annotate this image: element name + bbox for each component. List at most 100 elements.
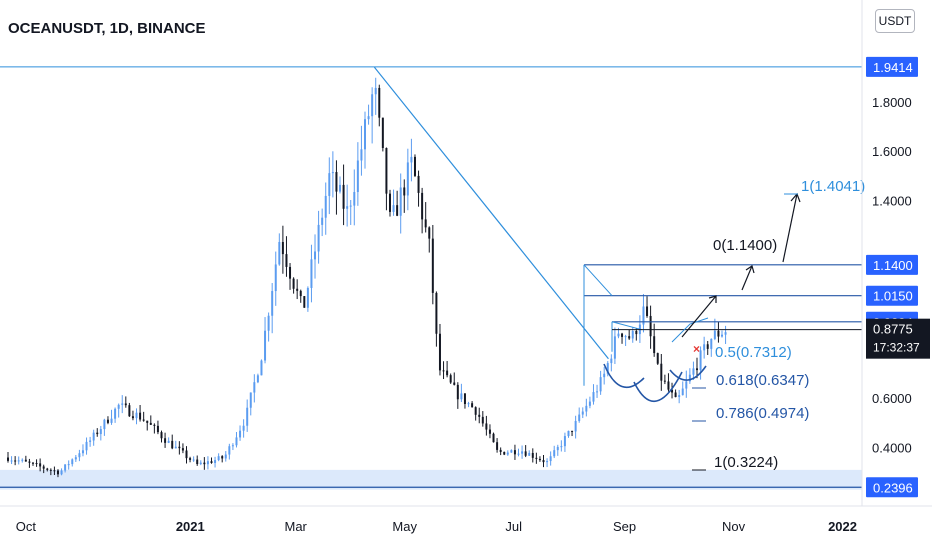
price-tag-label: 1.9414: [873, 60, 913, 75]
current-price-tag: 0.8775 17:32:37: [866, 318, 930, 359]
candle-body: [431, 238, 434, 293]
candle-body: [160, 432, 163, 439]
price-tag-label: 1.1400: [873, 258, 913, 273]
candle-body: [724, 332, 727, 335]
candle-body: [674, 392, 677, 398]
candle-body: [256, 375, 259, 383]
candle-body: [703, 344, 706, 351]
candle-body: [317, 224, 320, 252]
candle-body: [303, 296, 306, 308]
candle-body: [67, 464, 70, 466]
candle-body: [592, 392, 595, 402]
candle-body: [456, 384, 459, 400]
candle-body: [635, 331, 638, 335]
candle-body: [117, 404, 120, 409]
candle-body: [14, 460, 17, 462]
fib-level-label: 0.618(0.6347): [716, 372, 809, 389]
candle-body: [249, 392, 252, 408]
candle-body: [146, 420, 149, 423]
candle-body: [624, 336, 627, 338]
candle-body: [385, 147, 388, 194]
candle-body: [74, 457, 77, 460]
candle-body: [310, 259, 313, 288]
candle-body: [399, 187, 402, 216]
candle-body: [553, 450, 556, 457]
candle-body: [528, 452, 531, 456]
candle-body: [617, 333, 620, 337]
candle-body: [488, 429, 491, 434]
price-tag: 0.2396: [866, 477, 918, 498]
candle-body: [278, 241, 281, 265]
projection-arrow-1: [681, 295, 717, 338]
candle-body: [174, 446, 177, 449]
candle-body: [135, 412, 138, 419]
candle-body: [239, 430, 242, 438]
candle-body: [388, 193, 391, 212]
candle-body: [206, 461, 209, 465]
candle-body: [656, 353, 659, 364]
fib-level-label: 0.786(0.4974): [716, 405, 809, 422]
candle-body: [478, 414, 481, 417]
x-tick-label: Sep: [613, 519, 636, 534]
candle-body: [92, 432, 95, 441]
current-price-value: 0.8775: [873, 322, 913, 337]
price-tag: 1.9414: [866, 56, 918, 77]
candle-body: [196, 459, 199, 465]
candle-body: [24, 459, 27, 462]
candle-body: [710, 338, 713, 349]
price-tag-label: 0.2396: [873, 480, 913, 495]
candle-body: [285, 254, 288, 267]
candle-body: [599, 377, 602, 392]
candle-body: [646, 306, 649, 316]
candle-body: [649, 315, 652, 337]
candle-body: [613, 336, 616, 359]
candle-body: [271, 291, 274, 316]
candle-body: [128, 405, 131, 417]
candle-body: [417, 175, 420, 193]
candle-body: [631, 331, 634, 339]
candle-body: [39, 463, 42, 467]
candle-body: [531, 452, 534, 458]
candle-body: [546, 461, 549, 463]
x-tick-label: 2022: [828, 519, 857, 534]
candle-body: [99, 429, 102, 435]
candle-body: [413, 156, 416, 176]
candle-body: [260, 360, 263, 376]
candle-body: [485, 423, 488, 430]
candle-body: [228, 446, 231, 455]
candle-body: [156, 425, 159, 433]
support-zone: [0, 469, 862, 490]
candle-body: [663, 380, 666, 382]
price-tag-bg: [866, 285, 918, 306]
candle-body: [603, 373, 606, 378]
candle-body: [574, 420, 577, 432]
candle-body: [96, 432, 99, 435]
candle-body: [510, 450, 513, 453]
symbol-title: OCEANUSDT, 1D, BINANCE: [8, 20, 206, 37]
fib-level-label: 1(1.4041): [801, 178, 865, 195]
candle-body: [89, 440, 92, 442]
y-tick-label: 0.6000: [872, 391, 912, 406]
candle-body: [110, 418, 113, 423]
candle-body: [660, 363, 663, 381]
currency-button[interactable]: USDT: [875, 9, 915, 33]
candle-body: [428, 227, 431, 239]
candle-body: [621, 333, 624, 337]
candle-body: [471, 403, 474, 408]
y-tick-label: 1.4000: [872, 194, 912, 209]
x-tick-label: Jul: [505, 519, 522, 534]
candle-body: [517, 453, 520, 455]
candle-body: [581, 411, 584, 415]
candle-body: [335, 172, 338, 192]
candle-body: [199, 462, 202, 465]
candle-body: [381, 117, 384, 148]
candle-body: [289, 266, 292, 279]
candle-body: [721, 334, 723, 337]
candle-body: [171, 440, 174, 449]
candle-body: [696, 368, 699, 371]
candle-body: [563, 436, 566, 447]
candle-body: [139, 412, 142, 420]
candle-body: [242, 425, 245, 431]
candle-body: [699, 350, 702, 371]
